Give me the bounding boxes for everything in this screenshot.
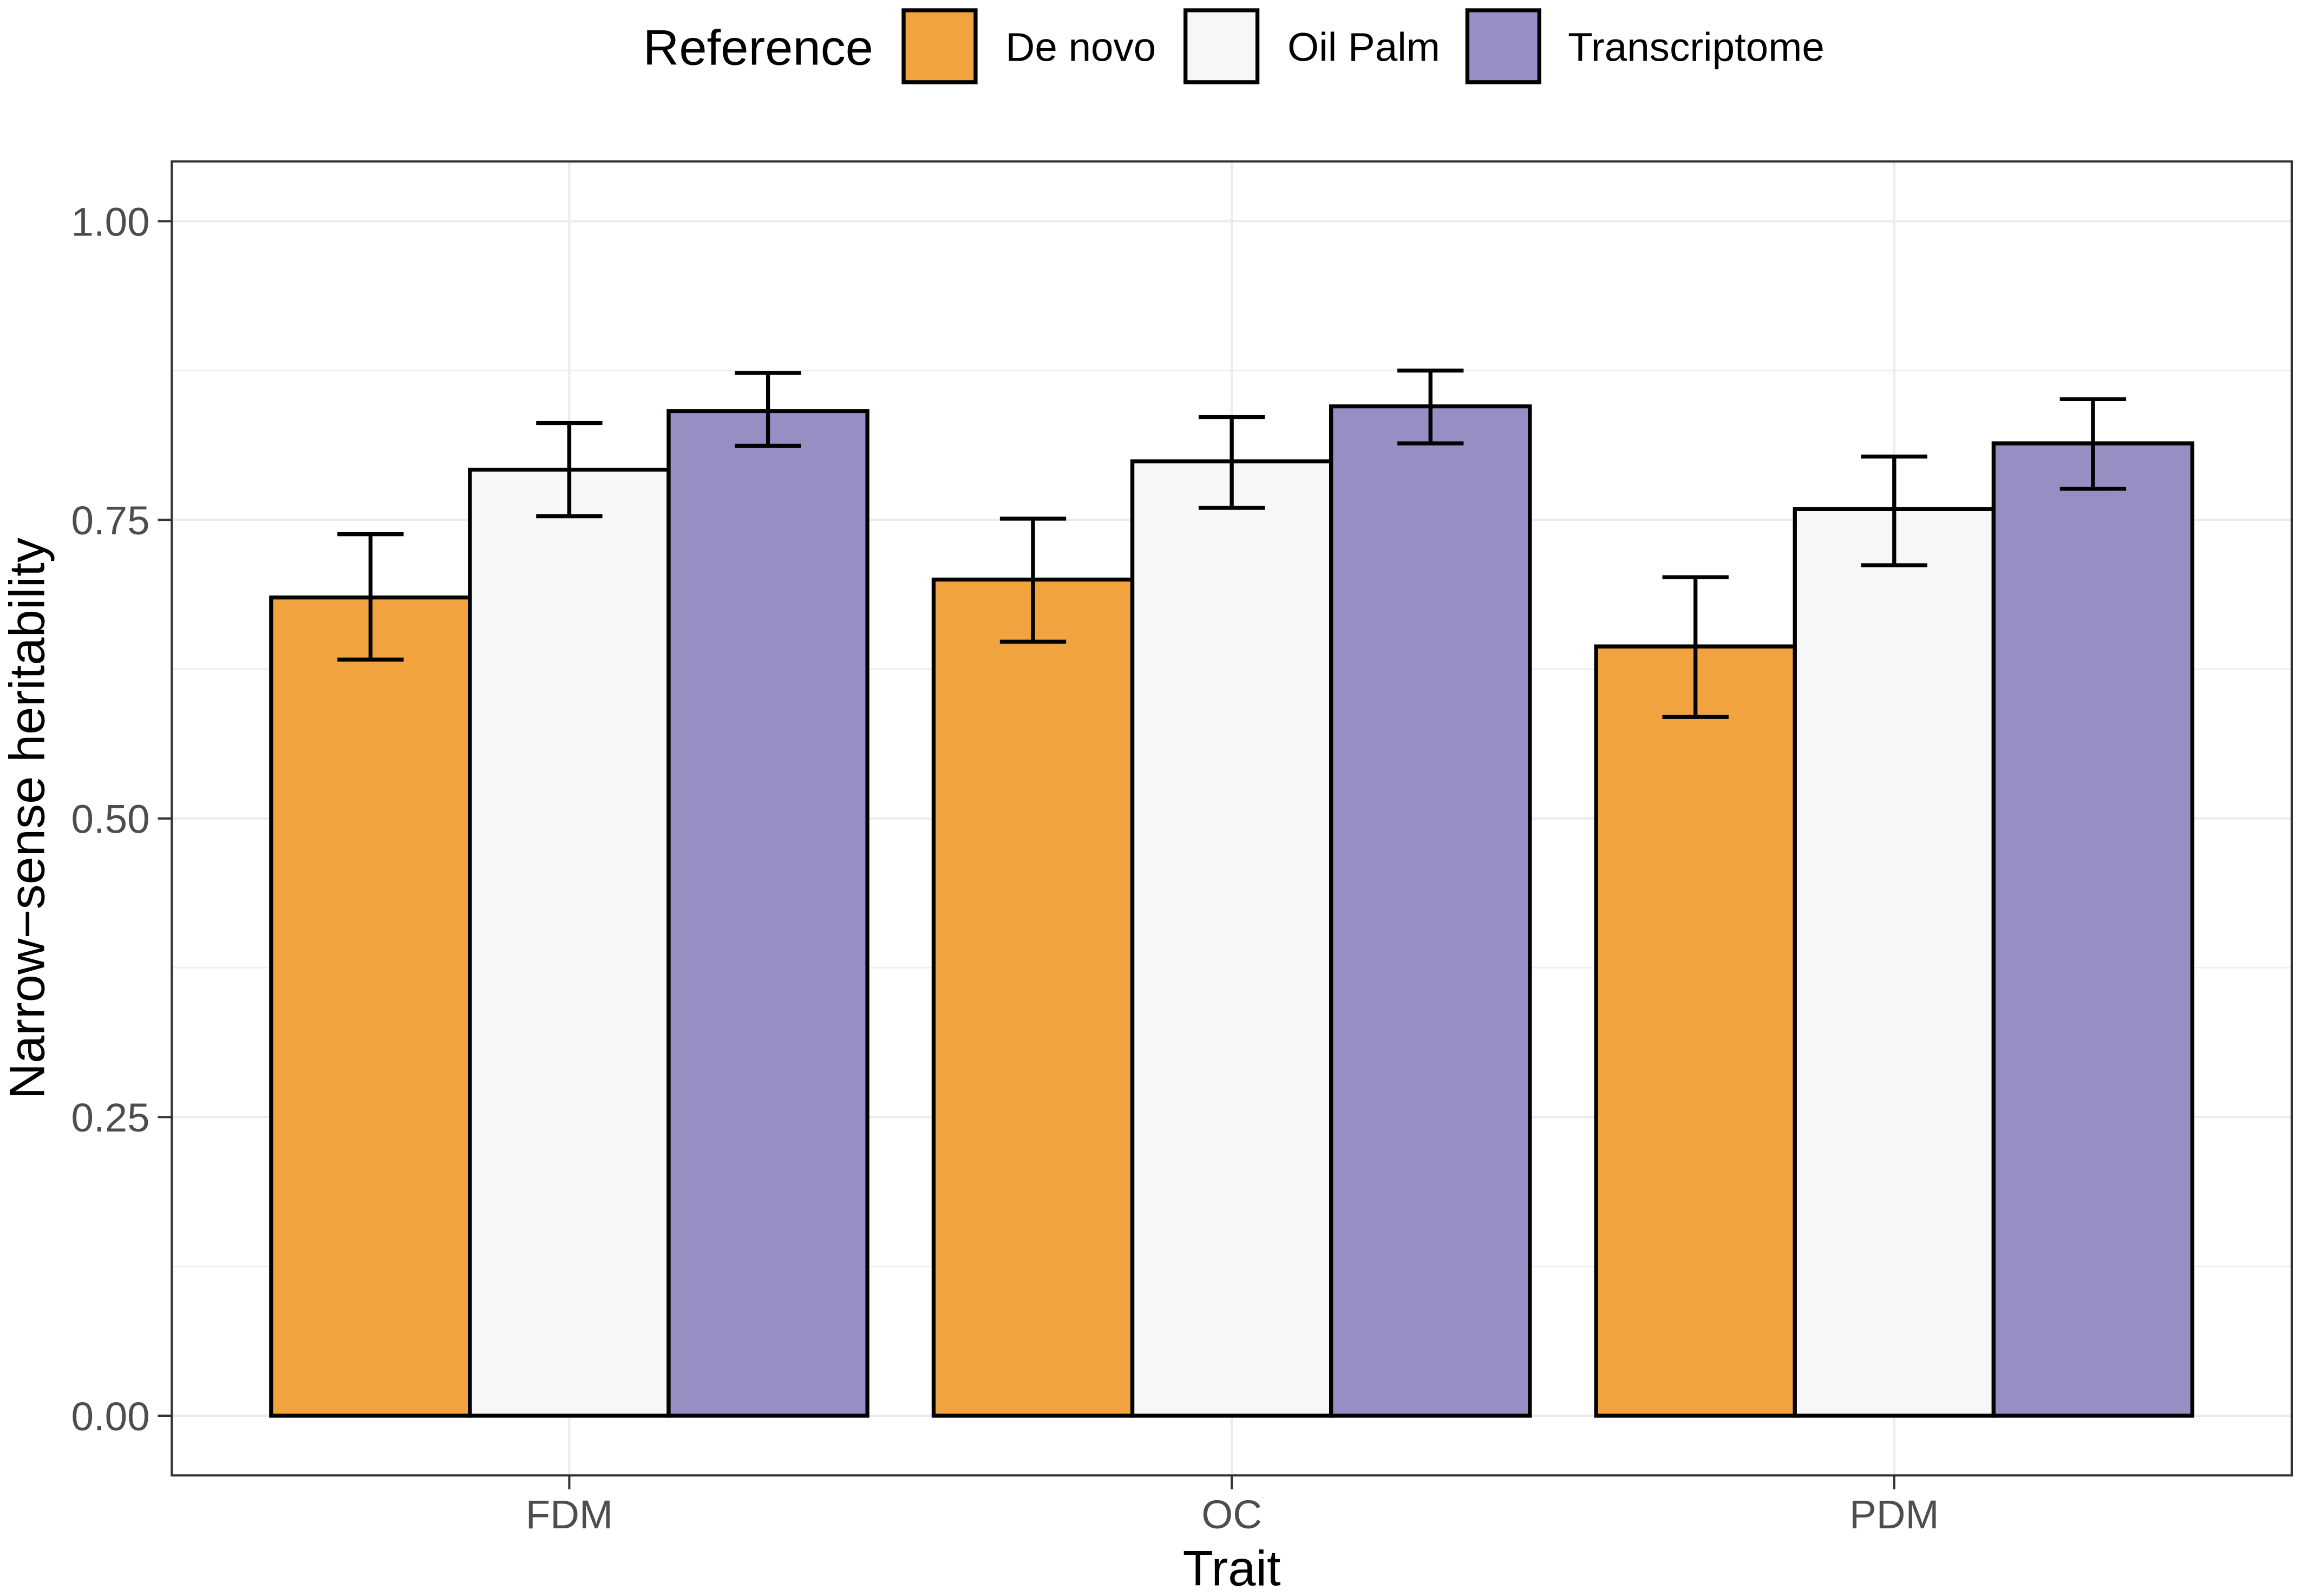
legend-key-oil-palm [1183,8,1260,84]
errorbar-oc-de-novo [999,516,1067,644]
x-tick-label-oc: OC [1201,1492,1262,1537]
y-tick-label: 1.00 [71,199,149,244]
legend-items: De novo Oil Palm Transcriptome [901,8,1824,84]
bar-oc-transcriptome [1329,404,1532,1418]
bar-pdm-de-novo [1594,644,1797,1418]
y-tick-label: 0.75 [71,498,149,543]
legend-label-de-novo: De novo [1006,24,1156,69]
legend-key-de-novo [901,8,978,84]
errorbar-pdm-oil-palm [1861,454,1927,567]
bar-fdm-transcriptome [666,409,869,1418]
bar-pdm-transcriptome [1991,441,2195,1418]
bar-pdm-oil-palm [1793,507,1996,1418]
error-bars [337,368,2127,719]
errorbar-oc-transcriptome [1397,368,1464,446]
x-axis-title: Trait [1183,1541,1281,1596]
errorbar-fdm-transcriptome [735,371,801,448]
bar-fdm-oil-palm [468,467,671,1418]
x-tick-label-pdm: PDM [1849,1492,1939,1537]
legend-key-transcriptome [1465,8,1541,84]
errorbar-fdm-de-novo [337,532,404,662]
y-tick-label: 0.50 [71,796,149,842]
legend-label-oil-palm: Oil Palm [1287,24,1440,69]
errorbar-oc-oil-palm [1198,415,1265,510]
bar-oc-de-novo [931,577,1135,1418]
y-tick-label: 0.00 [71,1394,149,1439]
legend-title: Reference [643,19,873,75]
y-axis-title: Narrow−sense heritability [0,538,55,1100]
bar-oc-oil-palm [1130,459,1333,1418]
legend: Reference De novo Oil Palm Transcriptome [643,8,1824,84]
bars [269,404,2195,1418]
errorbar-pdm-transcriptome [2059,397,2127,491]
axes: 0.00 0.25 0.50 0.75 1.00 FDM OC PDM [71,199,1939,1536]
y-tick-label: 0.25 [71,1095,149,1140]
x-tick-label-fdm: FDM [526,1492,613,1537]
errorbar-fdm-oil-palm [536,421,603,519]
bar-fdm-de-novo [269,595,472,1418]
legend-label-transcriptome: Transcriptome [1568,24,1824,69]
errorbar-pdm-de-novo [1662,575,1729,719]
